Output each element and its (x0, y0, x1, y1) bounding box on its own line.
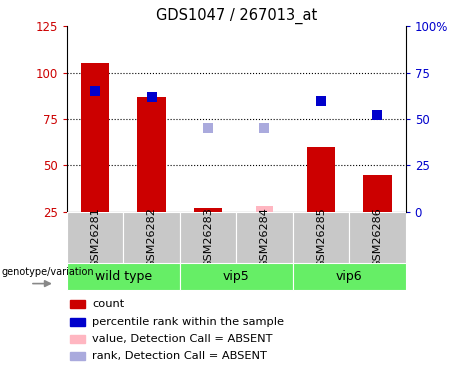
FancyBboxPatch shape (349, 212, 406, 262)
FancyBboxPatch shape (180, 212, 236, 262)
Bar (256, 206, 273, 212)
Text: rank, Detection Call = ABSENT: rank, Detection Call = ABSENT (92, 351, 267, 361)
Text: GSM26282: GSM26282 (147, 207, 157, 268)
Text: vip5: vip5 (223, 270, 250, 283)
Text: genotype/variation: genotype/variation (1, 267, 94, 278)
Bar (70, 335, 85, 343)
Text: GSM26283: GSM26283 (203, 207, 213, 268)
FancyBboxPatch shape (293, 212, 349, 262)
FancyBboxPatch shape (123, 212, 180, 262)
Text: count: count (92, 299, 124, 309)
FancyBboxPatch shape (293, 263, 406, 290)
Text: value, Detection Call = ABSENT: value, Detection Call = ABSENT (92, 334, 272, 344)
Bar (70, 318, 85, 326)
Text: GSM26281: GSM26281 (90, 207, 100, 268)
Text: GSM26285: GSM26285 (316, 207, 326, 268)
Text: GSM26284: GSM26284 (260, 207, 270, 268)
Bar (307, 147, 335, 212)
FancyBboxPatch shape (67, 212, 123, 262)
FancyBboxPatch shape (180, 263, 293, 290)
Text: GSM26286: GSM26286 (372, 207, 383, 268)
Bar (70, 300, 85, 308)
Title: GDS1047 / 267013_at: GDS1047 / 267013_at (156, 7, 317, 24)
Bar (137, 97, 165, 212)
FancyBboxPatch shape (67, 263, 180, 290)
Bar (363, 175, 391, 212)
Text: percentile rank within the sample: percentile rank within the sample (92, 316, 284, 327)
Text: wild type: wild type (95, 270, 152, 283)
Bar (194, 208, 222, 212)
Text: vip6: vip6 (336, 270, 362, 283)
FancyBboxPatch shape (236, 212, 293, 262)
Bar (81, 63, 109, 212)
Bar (70, 352, 85, 360)
